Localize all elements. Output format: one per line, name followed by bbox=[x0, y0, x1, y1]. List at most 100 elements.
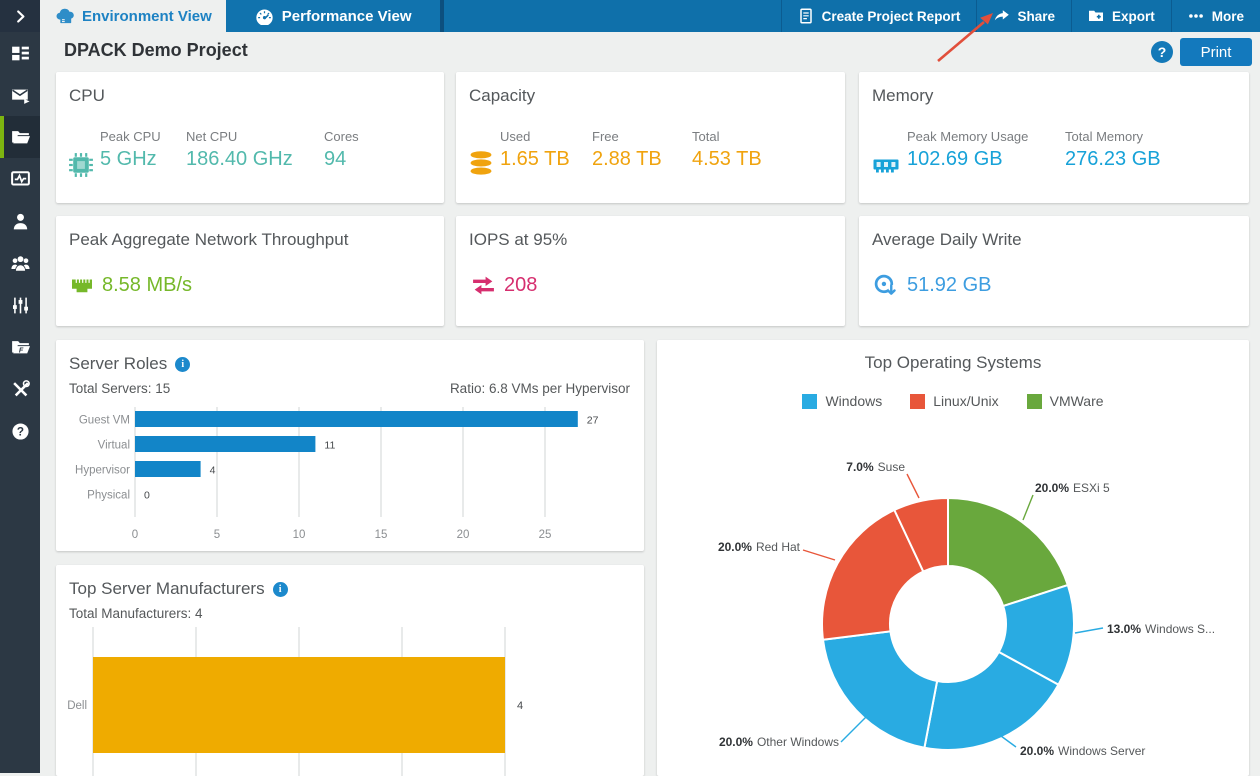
memory-card: Memory Peak Memory Usage 102.69 GB Total… bbox=[859, 72, 1249, 203]
user-icon bbox=[13, 213, 27, 229]
server-roles-title: Server Roles i bbox=[69, 354, 191, 374]
share-button[interactable]: Share bbox=[976, 0, 1071, 32]
tools-icon bbox=[12, 379, 30, 396]
cpu-card: CPU Peak CPU 5 GHz Net CPU 186.40 GHz Co… bbox=[56, 72, 444, 203]
svg-text:F: F bbox=[18, 345, 23, 354]
ram-module-icon bbox=[872, 156, 900, 181]
svg-text:4: 4 bbox=[517, 700, 523, 712]
cores-value: 94 bbox=[324, 148, 347, 170]
chevron-right-icon bbox=[16, 9, 24, 23]
info-icon[interactable]: i bbox=[272, 582, 288, 597]
daily-write-value: 51.92 GB bbox=[907, 274, 992, 296]
tab-label: Performance View bbox=[281, 7, 412, 25]
net-cpu-label: Net CPU bbox=[186, 129, 238, 144]
daily-write-card: Average Daily Write 51.92 GB bbox=[859, 216, 1249, 326]
more-ellipsis-icon bbox=[1188, 14, 1203, 18]
svg-text:Dell: Dell bbox=[67, 700, 87, 712]
donut-slice-windows-server[interactable] bbox=[923, 650, 1060, 751]
cores-label: Cores bbox=[324, 129, 359, 144]
peak-cpu-label: Peak CPU bbox=[100, 129, 161, 144]
action-label: Export bbox=[1111, 8, 1155, 24]
memory-card-title: Memory bbox=[872, 86, 934, 105]
net-cpu-stat: Net CPU 186.40 GHz bbox=[186, 129, 293, 171]
tab-performance-view[interactable]: Performance View bbox=[225, 0, 444, 32]
legend-item-linux-unix[interactable]: Linux/Unix bbox=[910, 393, 999, 409]
svg-text:27: 27 bbox=[587, 415, 599, 427]
preferences-sliders-icon bbox=[12, 297, 28, 313]
export-button[interactable]: Export bbox=[1070, 0, 1171, 32]
sidebar-item-tools[interactable] bbox=[0, 368, 40, 410]
sidebar-item-shared-projects[interactable]: F bbox=[0, 326, 40, 368]
iops-value: 208 bbox=[504, 274, 538, 296]
total-label: Total bbox=[692, 129, 720, 144]
peak-memory-label: Peak Memory Usage bbox=[907, 129, 1029, 144]
used-label: Used bbox=[500, 129, 531, 144]
action-label: Share bbox=[1017, 8, 1055, 24]
team-icon bbox=[10, 255, 30, 271]
more-button[interactable]: More bbox=[1170, 0, 1260, 32]
svg-text:10: 10 bbox=[293, 529, 306, 541]
legend-item-windows[interactable]: Windows bbox=[802, 393, 882, 409]
donut-label-windows-server: 20.0% Windows Server bbox=[1020, 744, 1146, 758]
help-button[interactable]: ? bbox=[1151, 41, 1173, 63]
total-manufacturers-label: Total Manufacturers: 4 bbox=[69, 606, 203, 621]
svg-text:4: 4 bbox=[210, 465, 216, 477]
capacity-free-stat: Free 2.88 TB bbox=[592, 129, 662, 171]
create-project-report-button[interactable]: Create Project Report bbox=[780, 0, 977, 32]
svg-text:20: 20 bbox=[457, 529, 470, 541]
capacity-total-stat: Total 4.53 TB bbox=[692, 129, 762, 171]
svg-text:Hypervisor: Hypervisor bbox=[75, 465, 130, 477]
sidebar-item-performance-monitor[interactable] bbox=[0, 158, 40, 200]
sidebar-item-projects[interactable] bbox=[0, 116, 40, 158]
network-throughput-value: 8.58 MB/s bbox=[102, 274, 193, 296]
iops-card-title: IOPS at 95% bbox=[469, 230, 568, 249]
sidebar: F? bbox=[0, 0, 40, 773]
server-roles-bar-chart: 0 5 10 15 20 25 Guest VM 27 Virtual 11 Hypervisor 4… bbox=[75, 407, 599, 541]
donut-label-suse: 7.0% Suse bbox=[846, 460, 905, 474]
total-servers-label: Total Servers: 15 bbox=[69, 381, 171, 396]
sidebar-item-user[interactable] bbox=[0, 200, 40, 242]
donut-slice-suse[interactable] bbox=[893, 496, 949, 573]
server-roles-card: Server Roles i Total Servers: 15 Ratio: 6… bbox=[56, 340, 644, 551]
peak-cpu-value: 5 GHz bbox=[100, 148, 157, 170]
cpu-card-title: CPU bbox=[69, 86, 105, 105]
net-cpu-value: 186.40 GHz bbox=[186, 148, 293, 170]
top-os-card: Top Operating Systems Windows Linux/Unix V… bbox=[657, 340, 1249, 776]
svg-text:Guest VM: Guest VM bbox=[79, 415, 130, 427]
gauge-icon bbox=[256, 8, 273, 25]
total-memory-value: 276.23 GB bbox=[1065, 148, 1161, 170]
cores-stat: Cores 94 bbox=[324, 129, 359, 171]
manufacturers-bar-chart: Dell 4 bbox=[67, 627, 523, 776]
info-icon[interactable]: i bbox=[175, 357, 191, 372]
cpu-chip-icon bbox=[68, 152, 94, 183]
sidebar-item-team[interactable] bbox=[0, 242, 40, 284]
donut-label-other-windows: 20.0% Other Windows bbox=[718, 735, 839, 749]
shared-projects-icon: F bbox=[11, 340, 30, 354]
legend-item-vmware[interactable]: VMWare bbox=[1026, 393, 1104, 409]
sidebar-collapse-button[interactable] bbox=[0, 0, 40, 32]
action-label: More bbox=[1211, 8, 1244, 24]
capacity-card-title: Capacity bbox=[469, 86, 536, 105]
legend-label: VMWare bbox=[1049, 393, 1104, 409]
donut-slice-other-windows[interactable] bbox=[821, 630, 939, 749]
donut-slice-esxi-5[interactable] bbox=[947, 496, 1070, 608]
svg-text:Virtual: Virtual bbox=[98, 440, 130, 452]
projects-icon bbox=[11, 130, 30, 143]
donut-label-esxi-5: 20.0% ESXi 5 bbox=[1035, 481, 1110, 495]
dashboard-icon bbox=[11, 46, 29, 60]
sidebar-item-dashboard[interactable] bbox=[0, 32, 40, 74]
legend-swatch bbox=[910, 393, 926, 409]
donut-slice-red-hat[interactable] bbox=[821, 508, 925, 641]
network-throughput-card: Peak Aggregate Network Throughput 8.58 M… bbox=[56, 216, 444, 326]
sidebar-item-help[interactable]: ? bbox=[0, 410, 40, 452]
iops-card: IOPS at 95% 208 bbox=[456, 216, 845, 326]
peak-cpu-stat: Peak CPU 5 GHz bbox=[100, 129, 161, 171]
legend-swatch bbox=[802, 393, 818, 409]
tab-environment-view[interactable]: Environment View bbox=[40, 0, 226, 32]
daily-write-card-title: Average Daily Write bbox=[872, 230, 1022, 249]
used-value: 1.65 TB bbox=[500, 148, 570, 170]
sidebar-item-email-report[interactable] bbox=[0, 74, 40, 116]
print-button[interactable]: Print bbox=[1180, 38, 1252, 66]
network-card-title: Peak Aggregate Network Throughput bbox=[69, 230, 349, 249]
sidebar-item-preferences-sliders[interactable] bbox=[0, 284, 40, 326]
